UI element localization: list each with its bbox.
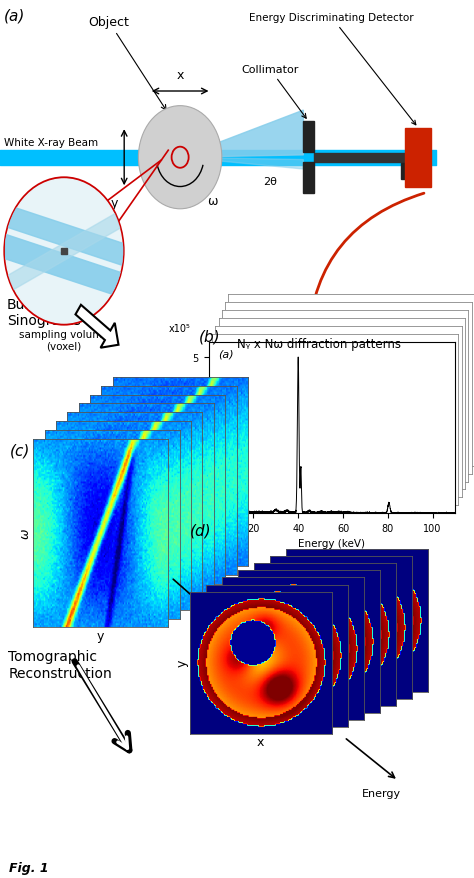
Text: (c): (c) (9, 443, 30, 458)
Text: Nᵧ x Nω diffraction patterns: Nᵧ x Nω diffraction patterns (237, 338, 401, 351)
Text: Fig. 1: Fig. 1 (9, 860, 49, 874)
Circle shape (138, 106, 222, 210)
Text: y: y (111, 197, 118, 210)
Text: (a): (a) (4, 9, 25, 24)
Circle shape (5, 178, 123, 325)
Bar (303, 163, 314, 194)
Polygon shape (180, 111, 303, 158)
Text: Energy: Energy (189, 633, 228, 643)
X-axis label: Energy (keV): Energy (keV) (298, 539, 365, 549)
Text: x10⁵: x10⁵ (169, 324, 191, 334)
Text: (a): (a) (219, 349, 234, 359)
Circle shape (6, 180, 122, 324)
Polygon shape (180, 158, 303, 169)
Bar (401, 164, 409, 180)
Text: 2θ: 2θ (263, 176, 277, 186)
Text: (b): (b) (199, 329, 221, 344)
Text: Build
Sinograms: Build Sinograms (7, 298, 81, 327)
FancyArrow shape (75, 306, 118, 349)
Text: Tomographic
Reconstruction: Tomographic Reconstruction (9, 650, 112, 680)
Bar (405, 129, 431, 187)
Text: x: x (176, 69, 184, 82)
Text: Object: Object (89, 17, 166, 111)
Text: (d): (d) (190, 522, 211, 537)
Text: sampling volume
(voxel): sampling volume (voxel) (19, 329, 109, 351)
Text: White X-ray Beam: White X-ray Beam (4, 138, 98, 148)
Text: Energy: Energy (362, 788, 401, 798)
Bar (303, 122, 314, 153)
Text: ω: ω (208, 195, 218, 208)
X-axis label: x: x (257, 735, 264, 748)
Text: Collimator: Collimator (241, 65, 306, 119)
Text: Energy Discriminating Detector: Energy Discriminating Detector (249, 13, 416, 126)
X-axis label: y: y (97, 630, 104, 642)
Y-axis label: y: y (175, 659, 188, 666)
Y-axis label: $\omega$: $\omega$ (19, 528, 32, 539)
Y-axis label: Counts: Counts (177, 410, 187, 446)
Bar (61, 249, 67, 255)
